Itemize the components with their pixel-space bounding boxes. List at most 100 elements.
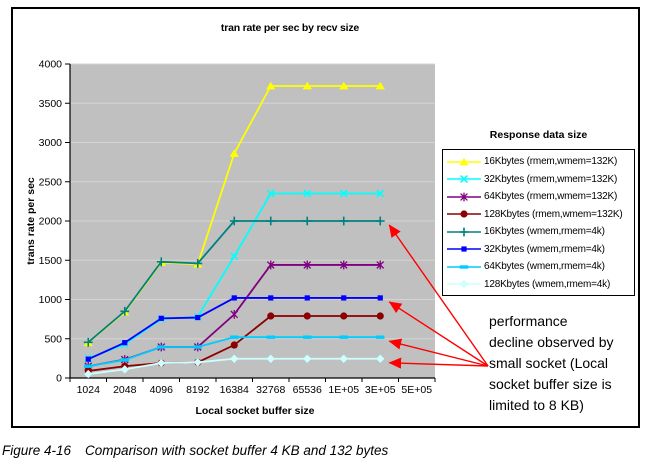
- legend-swatch: [447, 210, 481, 218]
- dash-marker: [266, 335, 275, 339]
- x-tick-label: 16384: [220, 384, 249, 396]
- legend-item: 64Kbytes (rmem,wmem=132K): [443, 188, 634, 206]
- dash-marker: [376, 335, 385, 339]
- legend-swatch: [447, 175, 481, 184]
- plus-marker: [459, 227, 469, 237]
- legend-swatch: [447, 265, 481, 269]
- legend-swatch: [447, 246, 481, 252]
- legend-label: 16Kbytes (rmem,wmem=132K): [484, 156, 618, 168]
- circle-marker: [460, 210, 468, 218]
- square-marker: [231, 295, 237, 301]
- dash-marker: [120, 358, 129, 362]
- y-tick-label: 2000: [39, 216, 63, 228]
- legend-swatch: [447, 192, 481, 202]
- legend-label: 128Kbytes (wmem,rmem=4k): [484, 278, 611, 290]
- dash-marker: [193, 345, 202, 349]
- y-tick-label: 1500: [39, 255, 63, 267]
- plus-marker: [193, 258, 203, 268]
- legend-item: 16Kbytes (rmem,wmem=132K): [443, 153, 634, 171]
- circle-marker: [303, 312, 311, 320]
- star-marker: [303, 260, 312, 270]
- legend-label: 16Kbytes (wmem,rmem=4k): [484, 226, 605, 238]
- callout-arrow: [388, 338, 489, 367]
- y-tick-label: 3500: [39, 98, 63, 110]
- legend-item: 64Kbytes (wmem,rmem=4k): [443, 258, 634, 276]
- y-tick-label: 1000: [39, 294, 63, 306]
- star-marker: [339, 260, 348, 270]
- legend-label: 64Kbytes (rmem,wmem=132K): [484, 191, 618, 203]
- triangle-marker: [229, 149, 239, 157]
- square-marker: [195, 314, 201, 321]
- diamond-marker: [84, 369, 93, 379]
- caption-label: Figure 4-16: [2, 443, 72, 458]
- square-marker: [341, 295, 347, 301]
- x-tick-label: 1024: [77, 384, 101, 396]
- x-tick-label: 32768: [256, 384, 285, 396]
- series-6: [85, 295, 383, 362]
- annotation: performance decline observed by small sock…: [489, 311, 639, 416]
- x-axis-title: Local socket buffer size: [195, 405, 315, 417]
- diamond-marker: [339, 354, 348, 363]
- figure-caption: Figure 4-16 Comparison with socket buffer…: [2, 443, 388, 458]
- legend-item: 128Kbytes (rmem,wmem=132K): [443, 206, 634, 224]
- plus-marker: [229, 216, 239, 226]
- x-tick-label: 5E+05: [401, 384, 432, 396]
- star-marker: [230, 310, 239, 319]
- x-marker: [230, 252, 239, 261]
- annotation-line: small socket (Local: [489, 355, 609, 371]
- star-marker: [376, 260, 385, 270]
- y-tick-label: 2500: [39, 176, 63, 188]
- plus-marker: [266, 216, 276, 226]
- caption-text: Comparison with socket buffer 4 KB and 1…: [85, 443, 389, 458]
- series-5: [83, 216, 385, 347]
- series-8: [84, 354, 385, 379]
- x-tick-label: 4096: [150, 384, 174, 396]
- y-tick-label: 500: [44, 333, 62, 345]
- callout-arrow: [388, 301, 489, 367]
- circle-marker: [230, 341, 238, 349]
- triangle-marker: [302, 81, 312, 90]
- dash-marker: [84, 364, 93, 368]
- triangle-marker: [266, 81, 276, 90]
- triangle-marker: [459, 157, 469, 166]
- square-marker: [85, 356, 91, 362]
- legend-label: 128Kbytes (rmem,wmem=132K): [484, 208, 623, 220]
- plus-marker: [83, 337, 93, 347]
- x-tick-label: 3E+05: [365, 384, 396, 396]
- annotation-line: limited to 8 KB): [489, 397, 584, 413]
- plus-marker: [120, 306, 130, 316]
- legend-label: 32Kbytes (rmem,wmem=132K): [484, 173, 618, 185]
- star-marker: [266, 260, 275, 270]
- triangle-marker: [339, 81, 349, 90]
- annotation-line: decline observed by: [489, 334, 614, 350]
- circle-marker: [340, 312, 348, 320]
- square-marker: [268, 295, 274, 301]
- square-marker: [158, 315, 164, 321]
- x-tick-label: 1E+05: [328, 384, 359, 396]
- annotation-line: performance: [489, 313, 568, 329]
- legend-title: Response data size: [489, 129, 588, 141]
- x-marker: [303, 189, 312, 198]
- diamond-marker: [266, 354, 275, 363]
- diamond-marker: [157, 358, 166, 368]
- y-tick-label: 3000: [39, 137, 63, 149]
- plus-marker: [156, 257, 166, 267]
- legend-item: 32Kbytes (rmem,wmem=132K): [443, 171, 634, 189]
- plus-marker: [302, 216, 312, 226]
- legend-swatch: [447, 157, 481, 166]
- legend-item: 32Kbytes (wmem,rmem=4k): [443, 241, 634, 259]
- diamond-marker: [303, 354, 312, 363]
- dash-marker: [230, 335, 239, 339]
- x-marker: [460, 175, 468, 184]
- callout-arrow: [388, 357, 489, 369]
- legend-swatch: [447, 280, 481, 289]
- diamond-marker: [376, 354, 385, 363]
- y-axis-title: trans rate per sec: [25, 177, 37, 265]
- square-marker: [461, 246, 467, 252]
- legend-item: 16Kbytes (wmem,rmem=4k): [443, 223, 634, 241]
- legend-item: 128Kbytes (wmem,rmem=4k): [443, 276, 634, 294]
- diamond-marker: [120, 365, 129, 374]
- annotation-line: socket buffer size is: [489, 376, 612, 392]
- x-tick-label: 8192: [186, 384, 210, 396]
